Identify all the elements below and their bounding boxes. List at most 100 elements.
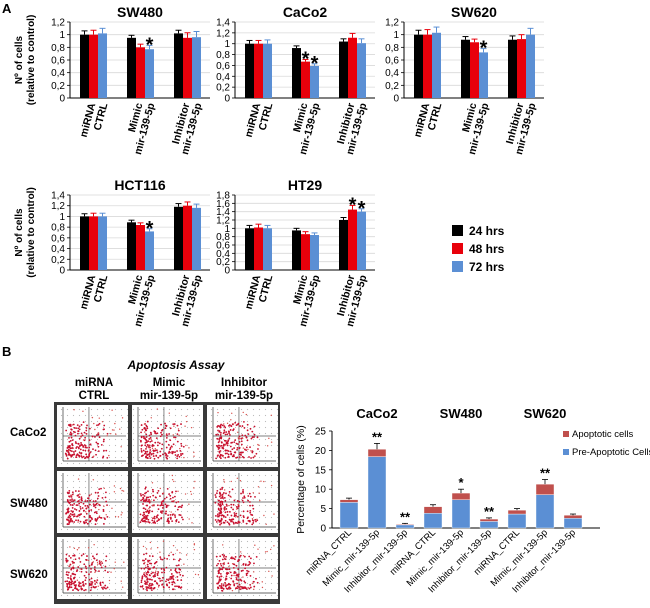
event-dot: [231, 412, 233, 415]
y-tick-label: 1,2: [51, 18, 65, 29]
event-dot: [65, 559, 68, 562]
event-dot: [156, 582, 159, 585]
event-dot: [92, 503, 95, 506]
event-dot: [232, 503, 235, 506]
event-dot: [78, 581, 81, 584]
event-dot: [258, 492, 260, 494]
event-dot: [146, 577, 149, 580]
panel-label-b: B: [2, 344, 11, 359]
event-dot: [235, 456, 238, 459]
event-dot: [76, 500, 79, 503]
event-dot: [146, 578, 148, 581]
event-dot: [74, 450, 77, 452]
event-dot: [253, 562, 255, 565]
event-dot: [153, 586, 156, 589]
event-dot: [149, 436, 152, 439]
event-dot: [73, 554, 76, 557]
event-dot: [243, 427, 246, 429]
event-dot: [91, 518, 93, 521]
event-dot: [148, 446, 150, 449]
event-dot: [174, 514, 176, 517]
event-dot: [179, 568, 182, 571]
event-dot: [74, 558, 77, 561]
event-dot: [233, 512, 236, 514]
event-dot: [224, 449, 227, 452]
y-tick-label: 0,2: [216, 83, 230, 94]
event-dot: [71, 511, 74, 514]
event-dot: [176, 571, 178, 574]
event-dot: [148, 509, 151, 512]
event-dot: [106, 586, 109, 589]
event-dot: [236, 500, 239, 502]
event-dot: [92, 479, 95, 481]
event-dot: [149, 495, 152, 498]
event-dot: [65, 557, 68, 560]
event-dot: [232, 522, 235, 525]
event-dot: [80, 501, 83, 504]
event-dot: [69, 519, 72, 522]
event-dot: [93, 557, 96, 560]
event-dot: [224, 452, 227, 455]
event-dot: [160, 423, 162, 426]
event-dot: [180, 586, 183, 589]
event-dot: [84, 449, 87, 452]
event-dot: [173, 436, 175, 439]
y-axis-label: Nº of cells: [14, 208, 25, 257]
event-dot: [235, 508, 238, 510]
event-dot: [148, 438, 151, 440]
event-dot: [88, 427, 91, 430]
event-dot: [171, 583, 174, 586]
event-dot: [250, 457, 252, 459]
event-dot: [160, 502, 163, 505]
event-dot: [255, 452, 258, 455]
event-dot: [225, 442, 228, 445]
event-dot: [237, 573, 240, 576]
event-dot: [224, 499, 227, 502]
event-dot: [236, 447, 239, 449]
event-dot: [69, 431, 72, 434]
event-dot: [183, 456, 185, 459]
event-dot: [173, 425, 175, 427]
legend-swatch-apoptotic-cells: [563, 431, 569, 437]
bar-72-hrs: [145, 231, 154, 270]
event-dot: [94, 428, 96, 431]
event-dot: [67, 453, 70, 456]
event-dot: [168, 581, 171, 584]
event-dot: [171, 577, 174, 579]
event-dot: [172, 451, 175, 453]
bar-pre-apoptotic-cells: [339, 502, 359, 529]
event-dot: [97, 432, 99, 435]
event-dot: [147, 565, 149, 568]
event-dot: [215, 496, 217, 498]
event-dot: [234, 421, 237, 424]
event-dot: [66, 523, 69, 526]
event-dot: [246, 429, 249, 432]
event-dot: [85, 427, 88, 429]
event-dot: [173, 500, 175, 502]
y-axis-label: Percentage of cells (%): [295, 425, 307, 534]
event-dot: [257, 486, 260, 488]
flow-col-header-inhibitor: Inhibitor: [221, 377, 268, 389]
bar-48-hrs: [348, 209, 357, 270]
event-dot: [236, 448, 239, 451]
event-dot: [140, 444, 143, 447]
event-dot: [242, 563, 245, 566]
y-tick-label: 0: [224, 94, 230, 105]
event-dot: [185, 444, 187, 447]
event-dot: [180, 445, 183, 447]
event-dot: [102, 455, 105, 458]
event-dot: [214, 501, 217, 504]
event-dot: [149, 452, 152, 454]
event-dot: [172, 544, 175, 547]
event-dot: [247, 570, 250, 573]
event-dot: [268, 570, 270, 573]
event-dot: [194, 573, 197, 576]
event-dot: [115, 433, 117, 435]
event-dot: [121, 417, 124, 419]
event-dot: [185, 420, 188, 423]
event-dot: [64, 580, 67, 583]
event-dot: [94, 449, 97, 452]
event-dot: [69, 563, 72, 566]
event-dot: [101, 421, 104, 423]
event-dot: [148, 578, 151, 581]
